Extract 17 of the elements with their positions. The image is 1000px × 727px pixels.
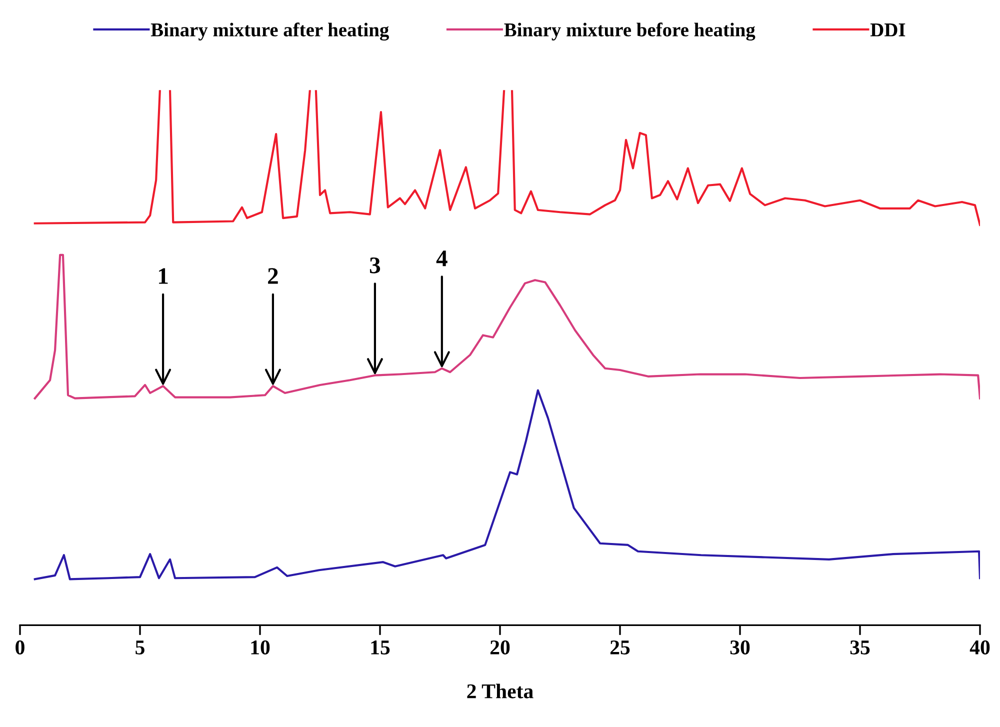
x-axis-title: 2 Theta [467, 684, 534, 698]
x-tick-label: 35 [850, 640, 870, 654]
x-tick-label: 10 [251, 640, 270, 654]
x-tick-label: 15 [371, 640, 390, 654]
x-tick-label: 20 [490, 640, 510, 654]
x-tick-label: 25 [610, 640, 630, 654]
legend-label: Binary mixture before heating [504, 22, 756, 41]
x-tick-label: 5 [136, 640, 144, 654]
annotation: 1 [159, 268, 168, 284]
x-tick-label: 0 [16, 640, 24, 654]
x-tick-label: 30 [730, 640, 750, 654]
annotation: 4 [436, 250, 448, 266]
x-tick-label: 40 [970, 640, 990, 654]
legend-label: DDI [870, 24, 906, 36]
annotation: 2 [268, 268, 278, 284]
legend-label: Binary mixture after heating [150, 22, 389, 41]
annotation: 3 [370, 257, 380, 274]
